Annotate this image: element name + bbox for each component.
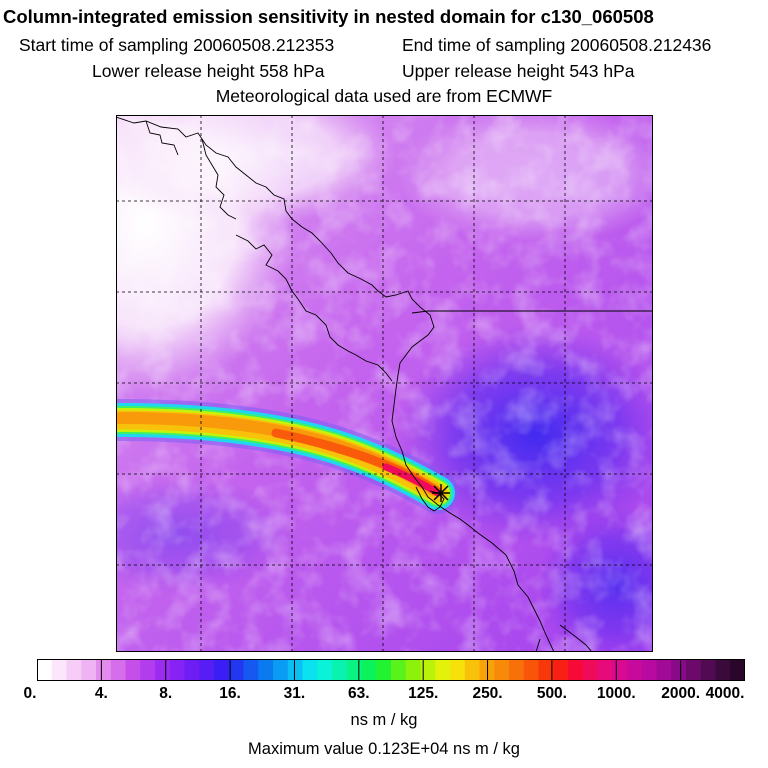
colorbar-cell <box>509 659 525 681</box>
colorbar-cell <box>420 659 436 681</box>
colorbar-cell <box>169 659 185 681</box>
colorbar-cell <box>273 659 289 681</box>
colorbar-cell <box>686 659 702 681</box>
colorbar <box>37 659 745 681</box>
colorbar-cell <box>405 659 421 681</box>
colorbar-cell <box>361 659 377 681</box>
colorbar-cell <box>700 659 716 681</box>
colorbar-tick-label: 4. <box>94 685 108 702</box>
colorbar-cell <box>51 659 67 681</box>
colorbar-cell <box>376 659 392 681</box>
met-data-label: Meteorological data used are from ECMWF <box>215 86 553 106</box>
colorbar-tick-label: 31. <box>283 685 306 702</box>
colorbar-tick-label: 2000. <box>661 685 701 702</box>
colorbar-cell <box>464 659 480 681</box>
lower-release-height: Lower release height 558 hPa <box>92 61 325 81</box>
colorbar-tick-label: 500. <box>536 685 567 702</box>
colorbar-cell <box>302 659 318 681</box>
colorbar-cell <box>37 659 53 681</box>
coastline <box>116 115 653 652</box>
colorbar-cell <box>568 659 584 681</box>
colorbar-units: ns m / kg <box>350 711 418 729</box>
start-time: Start time of sampling 20060508.212353 <box>19 35 335 55</box>
colorbar-cell <box>140 659 156 681</box>
colorbar-cell <box>627 659 643 681</box>
colorbar-tick-label: 16. <box>219 685 241 702</box>
colorbar-tick-label: 0. <box>23 685 37 702</box>
colorbar-cell <box>715 659 731 681</box>
colorbar-cell <box>287 659 303 681</box>
colorbar-cell <box>538 659 554 681</box>
colorbar-tick-label: 63. <box>348 685 370 702</box>
emission-plume <box>116 399 459 514</box>
map-plot <box>116 115 653 652</box>
colorbar-cell <box>258 659 274 681</box>
colorbar-tick-label: 4000. <box>705 685 745 702</box>
colorbar-cell <box>641 659 657 681</box>
colorbar-cell <box>553 659 569 681</box>
colorbar-cell <box>656 659 672 681</box>
colorbar-cell <box>96 659 112 681</box>
colorbar-cell <box>125 659 141 681</box>
maximum-value: Maximum value 0.123E+04 ns m / kg <box>248 740 520 758</box>
colorbar-tick-label: 8. <box>159 685 173 702</box>
colorbar-cell <box>671 659 687 681</box>
colorbar-cell <box>391 659 407 681</box>
colorbar-cell <box>110 659 126 681</box>
colorbar-cell <box>523 659 539 681</box>
colorbar-cell <box>450 659 466 681</box>
colorbar-cell <box>155 659 171 681</box>
release-point-asterisk <box>432 484 450 502</box>
colorbar-cell <box>494 659 510 681</box>
colorbar-cell <box>346 659 362 681</box>
colorbar-tick-label: 125. <box>408 685 439 702</box>
colorbar-cell <box>184 659 200 681</box>
colorbar-cell <box>199 659 215 681</box>
colorbar-tick-label: 1000. <box>596 685 636 702</box>
title: Column-integrated emission sensitivity i… <box>3 6 654 27</box>
colorbar-cell <box>582 659 598 681</box>
colorbar-cell <box>214 659 230 681</box>
end-time: End time of sampling 20060508.212436 <box>402 35 712 55</box>
colorbar-cell <box>81 659 97 681</box>
colorbar-cell <box>597 659 613 681</box>
colorbar-cell <box>612 659 628 681</box>
colorbar-cell <box>730 659 745 681</box>
colorbar-cell <box>66 659 82 681</box>
colorbar-cell <box>435 659 451 681</box>
colorbar-cell <box>228 659 244 681</box>
colorbar-tick-label: 250. <box>472 685 503 702</box>
colorbar-cell <box>332 659 348 681</box>
upper-release-height: Upper release height 543 hPa <box>402 61 635 81</box>
colorbar-cell <box>243 659 259 681</box>
colorbar-cell <box>317 659 333 681</box>
